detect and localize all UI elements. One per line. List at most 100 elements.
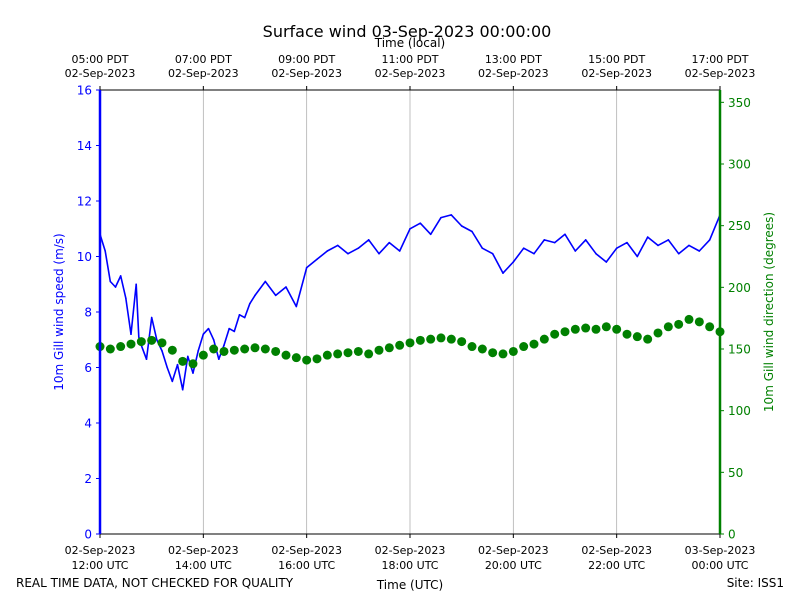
- wind-direction-point: [384, 343, 394, 353]
- wind-direction-point: [209, 344, 219, 354]
- wind-speed-point: [171, 380, 174, 383]
- right-y-axis-label: 10m Gill wind direction (degrees): [762, 212, 776, 412]
- wind-direction-point: [136, 337, 146, 347]
- wind-direction-point: [147, 335, 157, 345]
- top-tick-label-date: 02-Sep-2023: [65, 67, 136, 80]
- wind-direction-point: [395, 340, 405, 350]
- x-tick-label-time: 14:00 UTC: [175, 559, 232, 572]
- left-tick-label: 2: [84, 472, 92, 486]
- wind-speed-point: [197, 350, 199, 352]
- wind-direction-point: [426, 334, 436, 344]
- wind-direction-point: [477, 344, 487, 354]
- wind-speed-point: [192, 372, 194, 374]
- wind-speed-point: [409, 227, 411, 230]
- wind-direction-point: [322, 350, 332, 360]
- x-tick-label-time: 20:00 UTC: [485, 559, 542, 572]
- left-tick-label: 4: [84, 417, 92, 431]
- right-tick-label: 300: [728, 158, 751, 172]
- wind-direction-point: [116, 342, 126, 352]
- wind-direction-point: [508, 346, 518, 356]
- vertical-grid: [202, 90, 618, 534]
- wind-speed-point: [471, 230, 473, 233]
- wind-direction-point: [157, 338, 167, 348]
- wind-speed-point: [274, 294, 277, 297]
- wind-direction-point: [250, 343, 260, 353]
- wind-speed-point: [553, 241, 556, 244]
- right-tick-label: 200: [728, 281, 751, 295]
- wind-speed-point: [347, 252, 349, 255]
- wind-direction-point: [581, 323, 591, 333]
- wind-speed-point: [367, 239, 370, 241]
- wind-direction-point: [550, 329, 560, 339]
- wind-speed-point: [336, 244, 339, 247]
- left-tick-label: 12: [77, 195, 92, 209]
- wind-direction-point: [240, 344, 250, 354]
- wind-speed-point: [176, 363, 179, 366]
- x-tick-label-time: 00:00 UTC: [691, 559, 748, 572]
- x-tick-label-time: 22:00 UTC: [588, 559, 645, 572]
- top-tick-label-date: 02-Sep-2023: [581, 67, 652, 80]
- left-tick-label: 14: [77, 139, 92, 153]
- wind-direction-point: [374, 345, 384, 355]
- wind-direction-point: [663, 322, 673, 332]
- wind-direction-point: [684, 314, 694, 324]
- wind-direction-point: [271, 346, 281, 356]
- wind-direction-point: [415, 335, 425, 345]
- wind-speed-point: [698, 250, 701, 252]
- wind-direction-point: [529, 339, 539, 349]
- wind-direction-point: [570, 324, 580, 334]
- wind-speed-point: [207, 327, 210, 330]
- wind-direction-point: [312, 354, 322, 364]
- left-y-axis: 0 2 4 6 8 10 12 14 16: [77, 84, 100, 542]
- x-tick-label-date: 02-Sep-2023: [581, 544, 652, 557]
- top-tick-label-time: 09:00 PDT: [278, 53, 335, 66]
- wind-speed-point: [440, 216, 442, 219]
- wind-speed-point: [595, 252, 597, 255]
- wind-speed-point: [156, 338, 158, 341]
- top-tick-label-date: 02-Sep-2023: [685, 67, 756, 80]
- wind-direction-point: [446, 334, 456, 344]
- wind-speed-point: [564, 233, 566, 236]
- wind-speed-point: [584, 239, 587, 241]
- wind-speed-point: [114, 286, 117, 288]
- bottom-x-axis: 02-Sep-2023 12:00 UTC 02-Sep-2023 14:00 UTC…: [65, 534, 755, 572]
- right-tick-label: 100: [728, 404, 751, 418]
- wind-speed-point: [429, 233, 432, 236]
- wind-direction-point: [436, 333, 446, 343]
- wind-direction-point: [353, 346, 363, 356]
- wind-direction-point: [601, 322, 611, 332]
- wind-speed-point: [378, 252, 380, 255]
- wind-speed-point: [119, 275, 122, 277]
- wind-speed-point: [238, 313, 241, 316]
- left-tick-label: 16: [77, 84, 92, 98]
- wind-speed-point: [264, 280, 267, 283]
- wind-speed-point: [688, 244, 690, 247]
- wind-speed-point: [357, 247, 360, 249]
- wind-speed-point: [305, 266, 308, 269]
- top-tick-label-time: 05:00 PDT: [71, 53, 128, 66]
- right-tick-label: 50: [728, 466, 743, 480]
- right-tick-label: 0: [728, 528, 736, 542]
- x-tick-label-date: 02-Sep-2023: [375, 544, 446, 557]
- wind-speed-point: [285, 286, 287, 288]
- wind-speed-point: [388, 241, 391, 244]
- wind-speed-point: [502, 272, 504, 274]
- wind-direction-point: [705, 322, 715, 332]
- left-tick-label: 8: [84, 306, 92, 320]
- wind-direction-point: [488, 348, 498, 358]
- wind-direction-point: [560, 327, 570, 337]
- wind-speed-point: [657, 244, 659, 247]
- x-tick-label-time: 12:00 UTC: [71, 559, 128, 572]
- wind-direction-point: [591, 324, 601, 334]
- wind-speed-point: [636, 255, 639, 258]
- wind-direction-point: [198, 350, 208, 360]
- x-tick-label-time: 18:00 UTC: [381, 559, 438, 572]
- x-tick-label-date: 02-Sep-2023: [65, 544, 136, 557]
- top-tick-label-date: 02-Sep-2023: [375, 67, 446, 80]
- right-tick-label: 250: [728, 219, 751, 233]
- wind-speed-point: [295, 305, 298, 308]
- wind-speed-point: [243, 316, 246, 319]
- wind-direction-point: [467, 342, 477, 352]
